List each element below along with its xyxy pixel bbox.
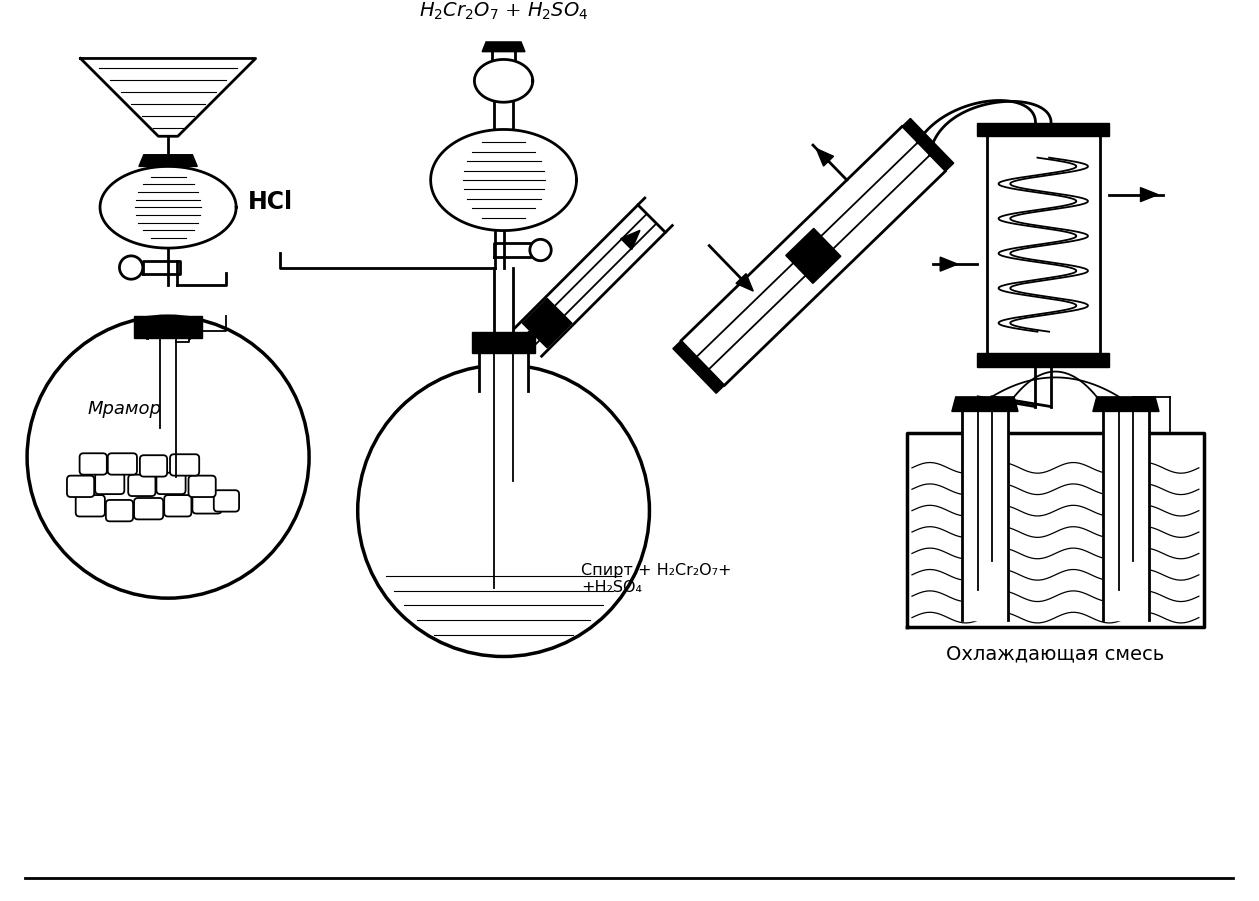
FancyBboxPatch shape [76, 495, 104, 516]
Circle shape [28, 316, 310, 598]
Polygon shape [160, 158, 176, 167]
Polygon shape [482, 42, 525, 51]
Text: Спирт + H₂Cr₂O₇+
+H₂SO₄: Спирт + H₂Cr₂O₇+ +H₂SO₄ [582, 562, 731, 595]
FancyBboxPatch shape [128, 475, 155, 496]
Polygon shape [472, 332, 535, 353]
FancyBboxPatch shape [156, 473, 185, 494]
FancyBboxPatch shape [106, 500, 133, 522]
Polygon shape [480, 353, 528, 391]
FancyBboxPatch shape [164, 495, 191, 516]
Polygon shape [81, 59, 256, 136]
FancyBboxPatch shape [108, 453, 137, 475]
Polygon shape [1103, 412, 1149, 620]
FancyBboxPatch shape [189, 476, 215, 497]
Polygon shape [621, 231, 640, 250]
FancyBboxPatch shape [170, 454, 199, 476]
Polygon shape [977, 353, 1109, 367]
Polygon shape [494, 268, 514, 332]
FancyBboxPatch shape [193, 492, 222, 514]
Polygon shape [816, 149, 833, 166]
Polygon shape [681, 126, 946, 386]
Text: Мрамор: Мрамор [87, 399, 161, 417]
FancyBboxPatch shape [214, 490, 239, 512]
Polygon shape [1141, 187, 1158, 202]
Polygon shape [494, 243, 531, 257]
Polygon shape [99, 167, 237, 248]
Polygon shape [962, 596, 1008, 620]
FancyBboxPatch shape [67, 476, 94, 497]
FancyBboxPatch shape [140, 455, 167, 477]
Circle shape [530, 240, 551, 260]
Polygon shape [672, 341, 725, 394]
Polygon shape [638, 198, 672, 232]
Polygon shape [987, 136, 1099, 353]
FancyBboxPatch shape [96, 473, 125, 494]
Polygon shape [962, 412, 1008, 620]
Polygon shape [1093, 396, 1160, 412]
Text: $H_2Cr_2O_7$ + $H_2SO_4$: $H_2Cr_2O_7$ + $H_2SO_4$ [419, 1, 588, 23]
Polygon shape [475, 59, 533, 102]
Polygon shape [138, 155, 198, 167]
Polygon shape [786, 228, 841, 284]
Polygon shape [901, 118, 954, 171]
Circle shape [358, 365, 650, 657]
Polygon shape [952, 396, 1019, 412]
Polygon shape [522, 298, 572, 348]
Polygon shape [492, 51, 515, 59]
Circle shape [120, 256, 142, 279]
Text: Охлаждающая смесь: Охлаждающая смесь [947, 645, 1165, 664]
FancyBboxPatch shape [79, 453, 107, 475]
Polygon shape [908, 432, 1204, 627]
Polygon shape [940, 257, 958, 271]
FancyBboxPatch shape [133, 498, 164, 519]
Polygon shape [142, 260, 180, 274]
Polygon shape [977, 123, 1109, 136]
Polygon shape [737, 274, 753, 291]
Text: HCl: HCl [248, 190, 293, 214]
Polygon shape [494, 102, 514, 130]
Polygon shape [133, 316, 203, 338]
Polygon shape [431, 130, 577, 231]
